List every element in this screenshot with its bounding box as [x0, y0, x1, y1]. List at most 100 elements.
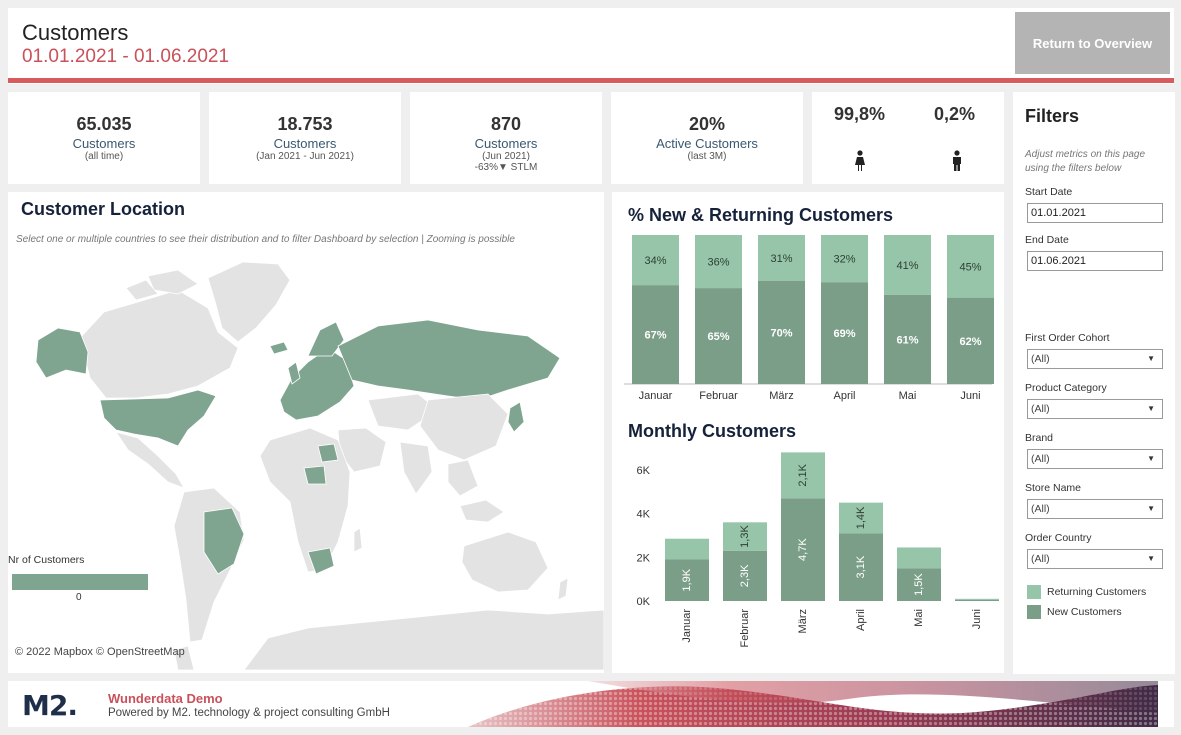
legend-label-new[interactable]: New Customers	[1047, 606, 1122, 618]
kpi-label: Customers	[474, 136, 538, 151]
map-country-usa	[99, 389, 217, 447]
data-label-new-2: 4,7K	[797, 538, 809, 561]
map-attribution[interactable]: © 2022 Mapbox © OpenStreetMap	[15, 646, 185, 658]
map-region-europe	[279, 347, 355, 421]
bar-returning-4	[897, 547, 941, 569]
end-date-input[interactable]: 01.06.2021	[1027, 251, 1163, 271]
map-country-japan	[507, 401, 525, 433]
product-category-select[interactable]: (All) ▼	[1027, 399, 1163, 419]
caret-down-icon: ▼	[1147, 354, 1155, 363]
map-region-scandinavia	[307, 321, 345, 357]
bar-new-3	[839, 533, 883, 601]
x-tick-label-1: Februar	[699, 390, 738, 402]
bar-new-1	[723, 550, 767, 601]
map-country-greenland	[207, 261, 291, 343]
x-tick-label-2: März	[769, 390, 793, 402]
monthly-stacked-chart[interactable]: 0K 2K 4K 6K 1,9K Januar 2,3K 1,3K Februar 4,7K 2,1…	[612, 408, 1004, 673]
bar-returning-2	[781, 452, 825, 499]
bar-new-0	[665, 559, 709, 601]
filters-hint: Adjust metrics on this page using the fi…	[1025, 149, 1146, 174]
m2-logo: M2.	[22, 689, 78, 722]
data-label-new-1: 65%	[707, 331, 729, 343]
legend-swatch-new[interactable]	[1027, 605, 1041, 619]
return-to-overview-button[interactable]: Return to Overview	[1015, 12, 1170, 74]
first-order-cohort-select[interactable]: (All) ▼	[1027, 349, 1163, 369]
data-label-returning-1: 36%	[707, 257, 729, 269]
data-label-new-5: 62%	[959, 336, 981, 348]
bar-returning-2	[758, 235, 805, 281]
bar-new-4	[897, 568, 941, 601]
map-country-south-africa	[307, 547, 335, 575]
footer: M2. Wunderdata Demo Powered by M2. techn…	[8, 681, 1174, 727]
filters-panel: Filters Adjust metrics on this page usin…	[1013, 92, 1175, 674]
bar-returning-0	[665, 538, 709, 560]
decorative-dots-banner	[468, 681, 1158, 727]
header: Customers 01.01.2021 - 01.06.2021 Return…	[8, 8, 1174, 84]
start-date-input[interactable]: 01.01.2021	[1027, 203, 1163, 223]
select-value: (All)	[1031, 553, 1050, 565]
data-label-new-0: 1,9K	[681, 568, 693, 591]
x-tick-label-0: Januar	[681, 609, 693, 643]
map-legend-bar	[12, 574, 148, 590]
data-label-returning-2: 2,1K	[797, 463, 809, 486]
data-label-new-4: 61%	[896, 334, 918, 346]
kpi-sub: (last 3M)	[687, 151, 727, 162]
bar-returning-1	[695, 235, 742, 289]
kpi-value: 18.753	[277, 114, 333, 134]
female-person-icon	[855, 150, 865, 171]
x-tick-label-4: Mai	[913, 609, 925, 627]
bar-returning-5	[955, 598, 999, 600]
x-tick-label-5: Juni	[960, 390, 980, 402]
percent-stacked-chart[interactable]: 34% 67% Januar 36% 65% Februar 31% 70% März 32% 69…	[612, 192, 1004, 408]
map-country-mexico	[115, 431, 185, 489]
x-tick-label-2: März	[797, 609, 809, 633]
select-value: (All)	[1031, 403, 1050, 415]
data-label-new-0: 67%	[644, 330, 666, 342]
footer-powered-by: Powered by M2. technology & project cons…	[108, 707, 390, 719]
x-tick-label-4: Mai	[899, 390, 917, 402]
kpi-value: 20%	[688, 114, 726, 134]
x-tick-label-0: Januar	[639, 390, 673, 402]
bar-new-4	[884, 294, 931, 384]
start-date-label: Start Date	[1025, 186, 1073, 198]
bar-returning-5	[947, 235, 994, 298]
female-share: 99,8%	[834, 104, 886, 124]
store-name-select[interactable]: (All) ▼	[1027, 499, 1163, 519]
male-share: 0,2%	[934, 104, 976, 124]
order-country-label: Order Country	[1025, 532, 1092, 544]
data-label-returning-1: 1,3K	[739, 525, 751, 548]
data-label-returning-2: 31%	[770, 253, 792, 265]
kpi-card-all-time: 65.035 Customers (all time)	[8, 92, 200, 184]
map-region-antarctica	[243, 609, 604, 670]
world-map[interactable]	[8, 250, 604, 670]
brand-select[interactable]: (All) ▼	[1027, 449, 1163, 469]
kpi-label: Active Customers	[656, 136, 758, 151]
returning-chart-title: % New & Returning Customers	[628, 205, 894, 225]
x-tick-label-3: April	[833, 390, 855, 402]
map-instructions: Select one or multiple countries to see …	[16, 234, 515, 245]
legend-swatch-returning[interactable]	[1027, 585, 1041, 599]
footer-brand: Wunderdata Demo	[108, 691, 223, 706]
select-value: (All)	[1031, 453, 1050, 465]
y-tick-label-0: 0K	[637, 596, 651, 608]
page-title: Customers	[22, 20, 129, 45]
end-date-label: End Date	[1025, 234, 1069, 246]
brand-label: Brand	[1025, 432, 1054, 444]
map-country-canada	[79, 289, 239, 399]
legend-label-returning[interactable]: Returning Customers	[1047, 586, 1147, 598]
map-country-russia	[337, 319, 561, 401]
select-value: (All)	[1031, 353, 1050, 365]
kpi-card-period: 18.753 Customers (Jan 2021 - Jun 2021)	[209, 92, 401, 184]
product-category-label: Product Category	[1025, 382, 1107, 394]
y-tick-label-2: 4K	[637, 509, 651, 521]
bar-returning-4	[884, 235, 931, 295]
x-tick-label-1: Februar	[739, 609, 751, 648]
order-country-select[interactable]: (All) ▼	[1027, 549, 1163, 569]
caret-down-icon: ▼	[1147, 404, 1155, 413]
map-region-africa	[259, 427, 351, 573]
kpi-sub: (Jan 2021 - Jun 2021)	[256, 151, 354, 162]
caret-down-icon: ▼	[1147, 454, 1155, 463]
kpi-value: 65.035	[76, 114, 132, 134]
map-country-alaska	[35, 327, 89, 379]
bar-returning-3	[839, 502, 883, 534]
